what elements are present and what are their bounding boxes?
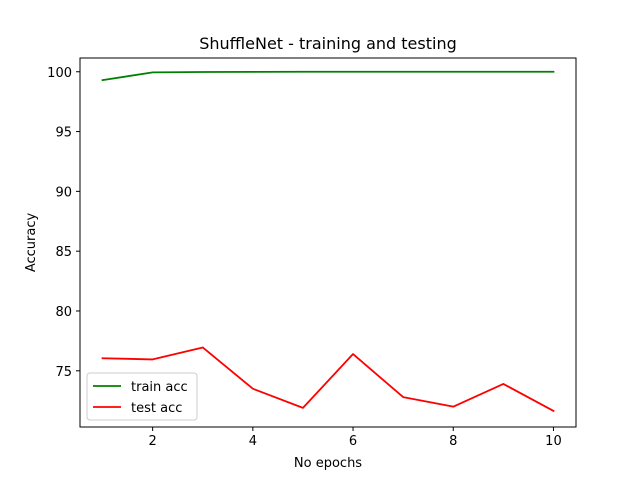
x-tick-label: 2 xyxy=(149,434,157,449)
y-tick-label: 75 xyxy=(55,365,72,380)
x-tick-label: 4 xyxy=(249,434,257,449)
x-axis: 2 4 6 8 10 xyxy=(149,427,562,449)
series-line-1 xyxy=(101,346,555,413)
series-line-0 xyxy=(101,70,555,82)
y-tick-label: 90 xyxy=(55,185,72,200)
plot-frame xyxy=(79,57,577,428)
y-tick-label: 80 xyxy=(55,305,72,320)
y-axis: 75 80 85 90 95 100 xyxy=(47,66,80,380)
y-tick-label: 85 xyxy=(55,245,72,260)
y-axis-label: Accuracy xyxy=(24,213,39,273)
legend-label: train acc xyxy=(131,380,188,395)
y-tick-label: 100 xyxy=(47,66,72,81)
y-tick-label: 95 xyxy=(55,126,72,141)
x-axis-label: No epochs xyxy=(294,456,362,471)
x-tick-label: 8 xyxy=(449,434,457,449)
legend-box xyxy=(86,372,198,421)
x-tick-label: 10 xyxy=(545,434,562,449)
series-layer xyxy=(101,70,555,413)
legend-label: test acc xyxy=(131,401,182,416)
x-tick-label: 6 xyxy=(349,434,357,449)
legend: train acc test acc xyxy=(86,372,198,421)
chart-title: ShuffleNet - training and testing xyxy=(199,34,457,53)
